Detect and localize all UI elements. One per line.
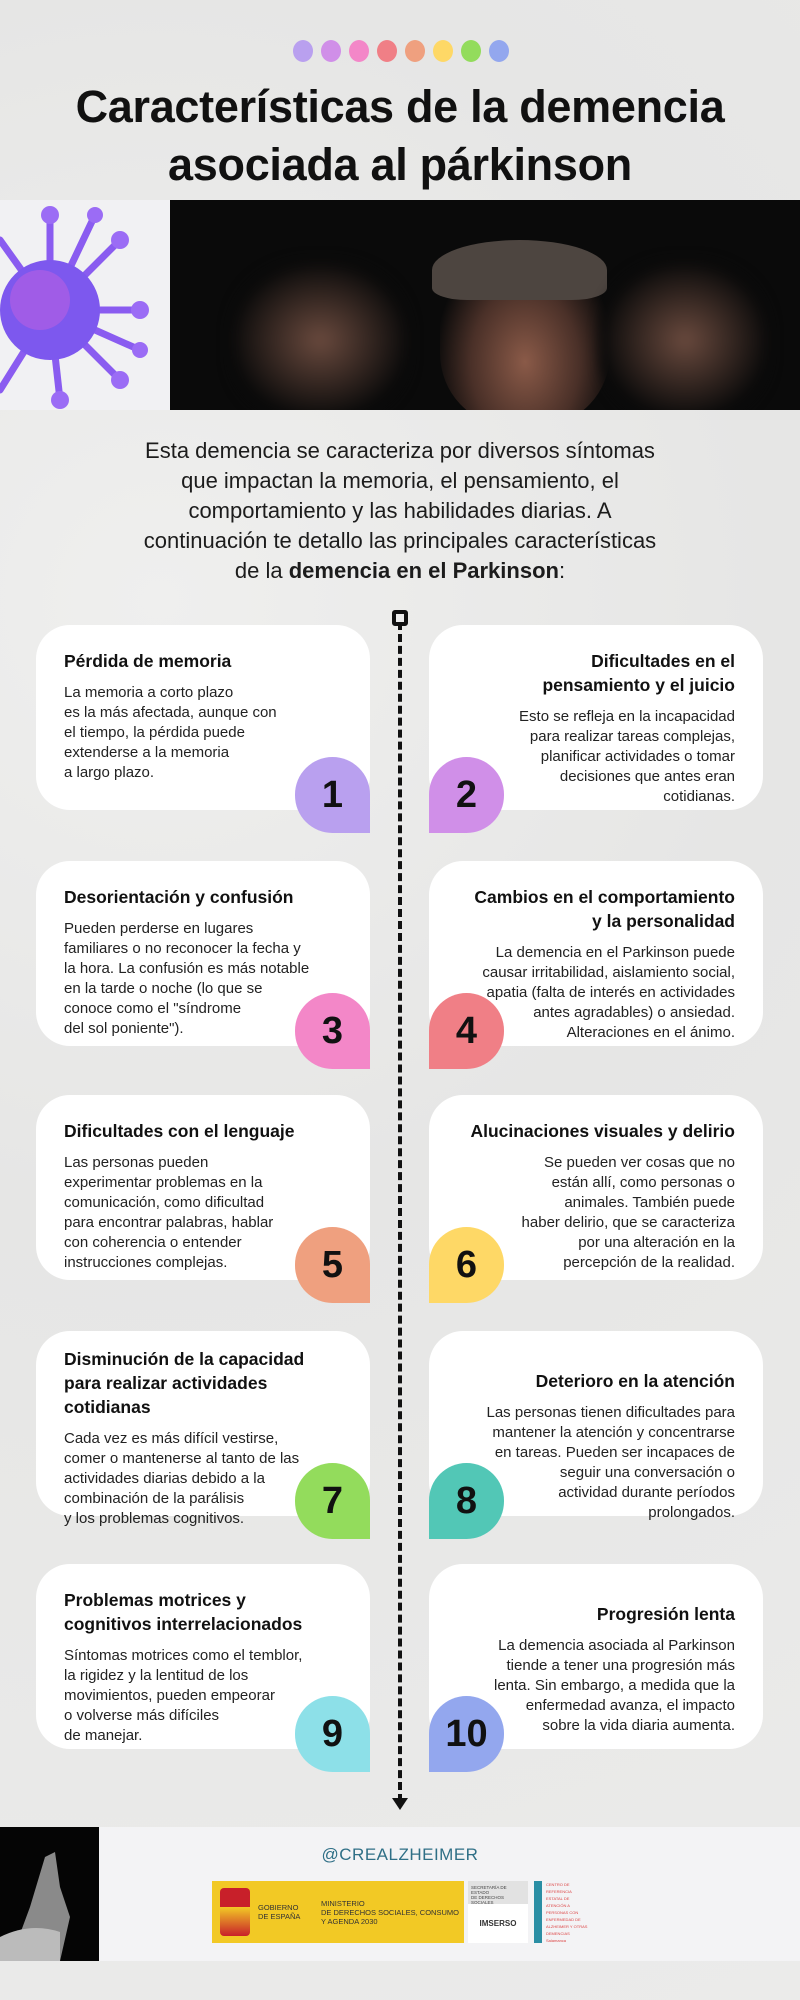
card-title: Cambios en el comportamiento y la person… (474, 887, 735, 931)
card-body: Cada vez es más difícil vestirse, comer … (64, 1430, 300, 1527)
color-dot (321, 40, 341, 62)
number-badge: 3 (295, 993, 370, 1069)
title-line-2: asociada al párkinson (168, 139, 632, 190)
color-dot (461, 40, 481, 62)
color-dot (293, 40, 313, 62)
footer: @CREALZHEIMER GOBIERNO DE ESPAÑA MINISTE… (0, 1827, 800, 1961)
card-title: Progresión lenta (596, 1604, 735, 1624)
color-dot (349, 40, 369, 62)
number-badge: 9 (295, 1696, 370, 1772)
color-dot (433, 40, 453, 62)
coat-of-arms-icon (220, 1888, 250, 1936)
card-title: Alucinaciones visuales y delirio (470, 1121, 735, 1141)
intro-bold: demencia en el Parkinson (288, 558, 559, 583)
card-title: Deterioro en la atención (535, 1371, 735, 1391)
color-dot (377, 40, 397, 62)
hands-photo (0, 1827, 99, 1961)
imserso-logo: SECRETARÍA DE ESTADO DE DERECHOS SOCIALE… (468, 1881, 528, 1943)
number-badge: 2 (429, 757, 504, 833)
social-handle[interactable]: @CREALZHEIMER (321, 1845, 479, 1864)
card-body: Síntomas motrices como el temblor, la ri… (64, 1647, 303, 1744)
crea-logo: CENTRO DE REFERENCIA ESTATAL DE ATENCIÓN… (532, 1881, 588, 1943)
number-badge: 7 (295, 1463, 370, 1539)
feature-card: Deterioro en la atención Las personas tie… (429, 1331, 763, 1521)
card-title: Problemas motrices y cognitivos interrel… (64, 1590, 303, 1634)
card-title: Dificultades en el pensamiento y el juic… (542, 651, 735, 695)
intro-text: Esta demencia se caracteriza por diverso… (143, 438, 657, 583)
card-body: La demencia asociada al Parkinson tiende… (494, 1637, 735, 1734)
card-body: Se pueden ver cosas que no están allí, c… (521, 1154, 735, 1271)
sponsor-logos: GOBIERNO DE ESPAÑA MINISTERIO DE DERECHO… (212, 1881, 588, 1943)
number-badge: 10 (429, 1696, 504, 1772)
color-dot (489, 40, 509, 62)
elderly-man-photo (170, 200, 800, 410)
header-dots (293, 40, 509, 62)
card-title: Dificultades con el lenguaje (64, 1121, 295, 1141)
card-body: Esto se refleja en la incapacidad para r… (519, 708, 735, 805)
number-badge: 8 (429, 1463, 504, 1539)
arrow-down-icon (392, 1798, 408, 1810)
card-body: Pueden perderse en lugares familiares o … (64, 920, 310, 1037)
number-badge: 1 (295, 757, 370, 833)
virus-image (0, 200, 170, 410)
gobierno-logo: GOBIERNO DE ESPAÑA MINISTERIO DE DERECHO… (212, 1881, 464, 1943)
card-body: Las personas tienen dificultades para ma… (486, 1404, 736, 1521)
card-body: La memoria a corto plazo es la más afect… (64, 684, 277, 781)
number-badge: 4 (429, 993, 504, 1069)
title-line-1: Características de la demencia (75, 81, 725, 132)
timeline-line (398, 622, 402, 1802)
feature-card: Problemas motrices y cognitivos interrel… (36, 1564, 370, 1749)
number-badge: 5 (295, 1227, 370, 1303)
card-body: La demencia en el Parkinson puede causar… (482, 944, 735, 1041)
card-body: Las personas pueden experimentar problem… (64, 1154, 274, 1271)
number-badge: 6 (429, 1227, 504, 1303)
card-title: Disminución de la capacidad para realiza… (64, 1349, 305, 1417)
card-title: Pérdida de memoria (64, 651, 232, 671)
page-title: Características de la demencia asociada a… (0, 78, 800, 194)
card-title: Desorientación y confusión (64, 887, 294, 907)
color-dot (405, 40, 425, 62)
timeline-start-icon (392, 610, 408, 626)
